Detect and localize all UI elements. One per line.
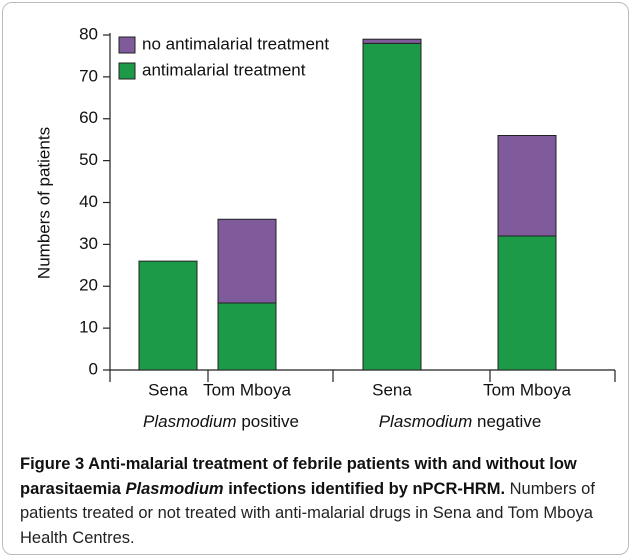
bar-segment xyxy=(362,38,422,44)
y-tick-label: 60 xyxy=(79,108,98,127)
bar-segment xyxy=(362,42,422,371)
legend-swatch xyxy=(118,62,136,80)
y-tick-label: 80 xyxy=(79,24,98,43)
caption: Figure 3 Anti-malarial treatment of febr… xyxy=(20,452,615,550)
caption-title-part: Figure 3 Anti-malarial treatment of febr… xyxy=(20,455,577,498)
group-label-italic: Plasmodium xyxy=(143,412,237,431)
group-label-rest: negative xyxy=(477,412,541,431)
y-tick-label: 20 xyxy=(79,276,98,295)
bar-segment xyxy=(497,235,557,371)
y-tick-label: 10 xyxy=(79,318,98,337)
legend-swatch xyxy=(118,36,136,54)
group-label: Plasmodium positive xyxy=(143,412,299,431)
caption-text: Numbers of patients treated or not treat… xyxy=(20,479,595,547)
bar-segment xyxy=(497,135,557,237)
y-tick-label: 0 xyxy=(89,359,98,378)
y-tick-label: 40 xyxy=(79,192,98,211)
bar-segment xyxy=(217,218,277,304)
y-tick-label: 50 xyxy=(79,150,98,169)
x-tick-label: Sena xyxy=(372,380,412,399)
group-label: Plasmodium negative xyxy=(379,412,542,431)
group-label-italic: Plasmodium xyxy=(379,412,473,431)
x-tick-label: Tom Mboya xyxy=(203,380,291,399)
legend-label: no antimalarial treatment xyxy=(142,34,329,53)
group-label-rest: positive xyxy=(241,412,299,431)
bar-segment xyxy=(217,302,277,371)
x-tick-label: Sena xyxy=(148,380,188,399)
legend-label: antimalarial treatment xyxy=(142,60,306,79)
chart: Numbers of patients 0 10 20 30 40 50 60 70 80 Sen… xyxy=(34,24,616,431)
y-tick-label: 70 xyxy=(79,66,98,85)
bar-segment xyxy=(138,260,198,371)
caption-title-part: infections identified by nPCR-HRM. xyxy=(228,479,506,498)
caption-title-part: Plasmodium xyxy=(125,479,224,498)
y-axis-label: Numbers of patients xyxy=(34,127,53,279)
x-tick-label: Tom Mboya xyxy=(483,380,571,399)
caption-title: Figure 3 Anti-malarial treatment of febr… xyxy=(20,455,577,498)
y-tick-label: 30 xyxy=(79,234,98,253)
